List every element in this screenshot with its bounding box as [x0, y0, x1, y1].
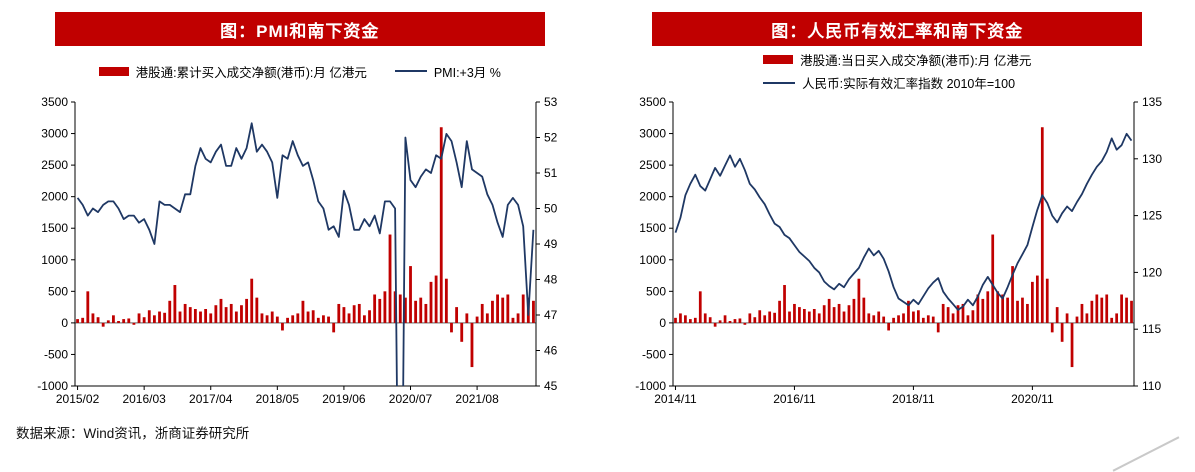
left-y-tick-label: 0: [62, 316, 69, 330]
left-y-tick-label: 3000: [639, 127, 666, 141]
x-tick-label: 2015/02: [56, 392, 100, 406]
chart-title-banner: 图：人民币有效汇率和南下资金: [652, 12, 1143, 46]
x-tick-label: 2018/11: [892, 392, 935, 406]
axes: [672, 102, 1135, 387]
line-series-swatch: [763, 81, 796, 84]
x-tick-label: 2020/11: [1011, 392, 1054, 406]
left-y-tick-label: 2500: [639, 158, 666, 172]
bar-series: [76, 127, 536, 368]
x-tick-label: 2018/05: [256, 392, 300, 406]
line-series: [674, 132, 1132, 311]
left-y-tick-label: 3500: [639, 95, 666, 109]
chart-panel-pmi-southbound: 图：PMI和南下资金 港股通:累计买入成交净额(港币):月 亿港元 PMI:+3月…: [8, 10, 592, 414]
right-y-tick-label: 49: [544, 237, 558, 251]
right-y-tick-label: 46: [544, 344, 558, 358]
left-y-tick-label: 2000: [42, 190, 69, 204]
right-y-tick-label: 50: [544, 202, 558, 216]
left-y-tick-label: 1000: [639, 253, 666, 267]
legend-label: PMI:+3月 %: [433, 65, 501, 80]
legend-item: PMI:+3月 %: [394, 62, 501, 81]
left-y-tick-label: 1500: [639, 221, 666, 235]
left-y-tick-label: -500: [642, 347, 666, 361]
right-y-tick-label: 110: [1142, 379, 1161, 393]
left-y-tick-label: 1000: [42, 253, 69, 267]
right-y-tick-label: 47: [544, 308, 558, 322]
left-y-tick-label: -1000: [38, 379, 69, 393]
axis-tick-labels: 3500 3000 2500 2000 1500 1000 500 0 -500 -1000 135…: [635, 95, 1162, 406]
line-series: [77, 122, 535, 386]
left-y-tick-label: -1000: [635, 379, 666, 393]
chart-legend: 港股通:当日买入成交净额(港币):月 亿港元 人民币:实际有效汇率指数 2010年…: [763, 50, 1031, 92]
x-tick-label: 2016/11: [773, 392, 816, 406]
x-tick-label: 2014/11: [654, 392, 697, 406]
legend-label: 港股通:累计买入成交净额(港币):月 亿港元: [135, 65, 367, 80]
left-y-tick-label: 3500: [42, 95, 69, 109]
chart-title-banner: 图：PMI和南下资金: [54, 12, 545, 46]
left-y-tick-label: 2500: [42, 158, 69, 172]
axis-tick-labels: 3500 3000 2500 2000 1500 1000 500 0 -500 -1000 53 5…: [38, 95, 558, 406]
x-tick-label: 2020/07: [389, 392, 433, 406]
axes: [74, 102, 537, 387]
bar-series-swatch: [763, 55, 794, 64]
right-y-tick-label: 53: [544, 95, 558, 109]
chart-title: 图：人民币有效汇率和南下资金: [771, 21, 1024, 41]
legend-item: 人民币:实际有效汇率指数 2010年=100: [763, 73, 1015, 92]
right-y-tick-label: 45: [544, 379, 558, 393]
legend-label: 人民币:实际有效汇率指数 2010年=100: [802, 77, 1016, 91]
legend-label: 港股通:当日买入成交净额(港币):月 亿港元: [800, 54, 1032, 68]
x-tick-label: 2017/04: [189, 392, 233, 406]
right-y-tick-label: 135: [1142, 95, 1162, 109]
bar-series-swatch: [98, 66, 129, 76]
right-y-tick-label: 130: [1142, 152, 1162, 166]
left-y-tick-label: 0: [659, 316, 666, 330]
left-y-tick-label: 3000: [42, 127, 69, 141]
right-y-tick-label: 120: [1142, 265, 1162, 279]
legend-item: 港股通:累计买入成交净额(港币):月 亿港元: [98, 62, 367, 81]
right-y-tick-label: 125: [1142, 209, 1162, 223]
line-series-swatch: [394, 70, 427, 72]
left-y-tick-label: -500: [44, 347, 68, 361]
x-tick-label: 2019/06: [322, 392, 366, 406]
chart-title: 图：PMI和南下资金: [220, 21, 380, 41]
reer-southbound-combo-chart: 3500 3000 2500 2000 1500 1000 500 0 -500 -1000 135…: [635, 95, 1162, 406]
chart-panel-reer-southbound: 图：人民币有效汇率和南下资金 港股通:当日买入成交净额(港币):月 亿港元 人民币…: [606, 10, 1190, 414]
left-y-tick-label: 500: [646, 284, 666, 298]
x-tick-label: 2016/03: [123, 392, 167, 406]
right-y-tick-label: 115: [1142, 322, 1161, 336]
right-y-tick-label: 51: [544, 166, 558, 180]
x-tick-label: 2021/08: [456, 392, 500, 406]
charts-row: 图：PMI和南下资金 港股通:累计买入成交净额(港币):月 亿港元 PMI:+3月…: [8, 10, 1190, 414]
chart-legend: 港股通:累计买入成交净额(港币):月 亿港元 PMI:+3月 %: [8, 50, 592, 92]
right-y-tick-label: 52: [544, 131, 558, 145]
left-y-tick-label: 2000: [639, 190, 666, 204]
left-y-tick-label: 500: [48, 284, 68, 298]
pmi-southbound-combo-chart: 3500 3000 2500 2000 1500 1000 500 0 -500 -1000 53 5…: [38, 95, 558, 406]
right-y-tick-label: 48: [544, 273, 558, 287]
left-y-tick-label: 1500: [42, 221, 69, 235]
legend-item: 港股通:当日买入成交净额(港币):月 亿港元: [763, 50, 1031, 69]
bar-series: [673, 127, 1133, 368]
source-note: 数据来源：Wind资讯，浙商证券研究所: [16, 426, 250, 441]
